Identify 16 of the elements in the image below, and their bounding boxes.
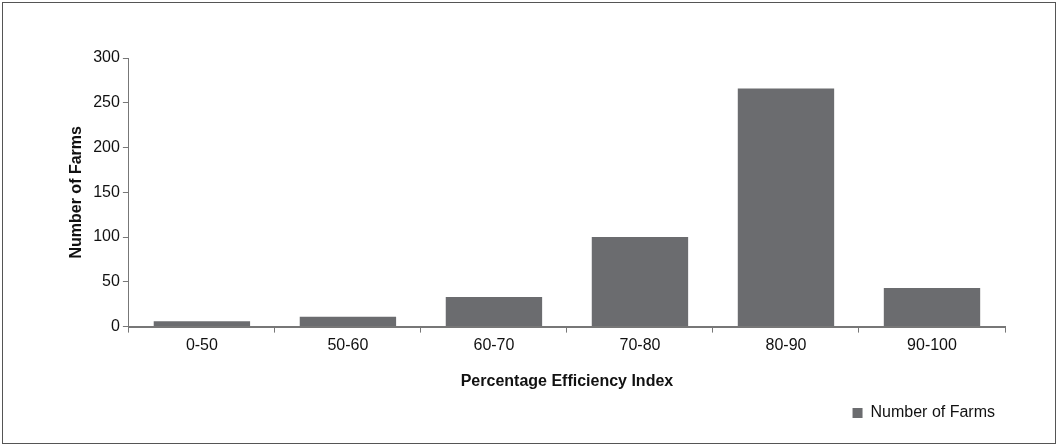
y-tick-label: 250 xyxy=(93,93,120,111)
x-tick-label: 60-70 xyxy=(473,335,515,353)
y-axis-title: Number of Farms xyxy=(67,125,85,259)
x-axis-title: Percentage Efficiency Index xyxy=(460,371,674,389)
y-tick-label: 50 xyxy=(102,272,120,290)
y-tick-label: 150 xyxy=(93,182,120,200)
legend-label: Number of Farms xyxy=(870,403,995,421)
y-tick-label: 300 xyxy=(93,48,120,66)
y-tick-label: 100 xyxy=(93,227,120,245)
y-tick-label: 0 xyxy=(110,317,120,335)
y-tick-label: 200 xyxy=(93,137,120,155)
x-tick-label: 0-50 xyxy=(185,335,219,353)
x-tick-label: 50-60 xyxy=(327,335,369,353)
x-tick-label: 70-80 xyxy=(619,335,661,353)
x-tick-label: 80-90 xyxy=(765,335,807,353)
x-tick-label: 90-100 xyxy=(907,335,957,353)
